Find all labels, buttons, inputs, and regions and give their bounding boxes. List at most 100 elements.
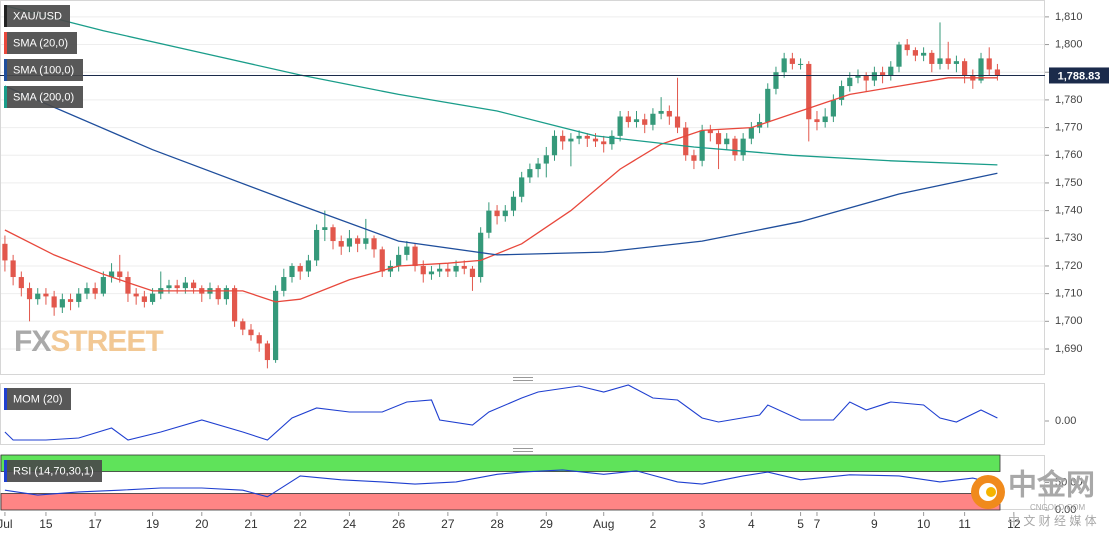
- y-tick-label: 50.00: [1055, 476, 1083, 488]
- candle-body: [592, 138, 599, 142]
- candle-body: [502, 210, 508, 217]
- legend-swatch: [4, 32, 7, 54]
- candle-body: [929, 52, 935, 64]
- candle-body: [133, 293, 139, 297]
- candle-body: [445, 268, 451, 272]
- candle-body: [264, 343, 271, 361]
- candle-body: [699, 130, 705, 161]
- candle-body: [305, 260, 312, 272]
- y-tick-label: 1,700: [1055, 315, 1083, 327]
- candle-body: [190, 282, 197, 289]
- candle-body: [273, 290, 279, 361]
- candle-body: [633, 119, 640, 123]
- candle-body: [543, 155, 549, 164]
- candle-body: [568, 138, 574, 142]
- candle-body: [904, 44, 910, 51]
- x-tick-label: Aug: [593, 517, 614, 531]
- candle-body: [535, 163, 541, 170]
- candle-body: [715, 133, 722, 145]
- candle-body: [478, 232, 484, 278]
- candle-body: [297, 265, 303, 272]
- candle-body: [921, 52, 927, 56]
- candle-body: [314, 229, 320, 261]
- candle-body: [847, 77, 853, 87]
- legend-swatch: [4, 388, 7, 410]
- candle-body: [707, 130, 713, 134]
- line: [4, 77, 998, 303]
- candle-body: [781, 58, 787, 73]
- candle-body: [10, 260, 16, 278]
- x-tick-label: 19: [146, 517, 160, 531]
- candle-body: [945, 58, 951, 64]
- logo-domain: CNGOLD.COM: [1030, 503, 1085, 512]
- y-tick-label: 1,730: [1055, 232, 1083, 244]
- candle-body: [879, 72, 886, 75]
- candle-body: [551, 135, 558, 156]
- candle-body: [100, 277, 106, 294]
- x-tick-label: 17: [88, 517, 102, 531]
- legend-swatch: [4, 86, 7, 108]
- candle-body: [18, 277, 24, 289]
- candle-body: [797, 63, 804, 65]
- candle-body: [724, 138, 730, 145]
- candle-body: [962, 61, 968, 75]
- x-tick-label: 11: [958, 517, 971, 531]
- candle-body: [871, 72, 877, 81]
- candle-body: [789, 58, 795, 64]
- candle-body: [806, 63, 812, 120]
- logo-icon: [986, 487, 996, 497]
- candle-body: [182, 282, 188, 289]
- watermark: FXSTREET: [14, 325, 163, 358]
- candle-body: [625, 116, 631, 123]
- watermark-part: FX: [14, 325, 51, 358]
- candle-body: [67, 299, 74, 302]
- x-tick-label: 3: [699, 517, 706, 531]
- band: [0, 493, 1001, 511]
- candle-body: [486, 210, 492, 233]
- y-tick-label: 1,800: [1055, 38, 1083, 50]
- legend-swatch: [4, 5, 7, 27]
- candle-body: [330, 227, 336, 242]
- candle-body: [912, 50, 919, 56]
- candle-body: [601, 141, 607, 145]
- candle-body: [888, 66, 894, 75]
- y-tick-label: 1,810: [1055, 11, 1083, 23]
- y-tick-label: 1,720: [1055, 260, 1083, 272]
- legend-label: RSI (14,70,30,1): [13, 465, 94, 477]
- candle-body: [26, 288, 33, 300]
- logo: 中金网 CNGOLD.COM 中 文 财 经 媒 体: [971, 468, 1097, 528]
- y-tick-label: 1,690: [1055, 343, 1083, 355]
- x-tick-label: 28: [490, 517, 504, 531]
- candle-body: [108, 271, 115, 278]
- candle-body: [338, 241, 344, 247]
- y-tick-label: 1,740: [1055, 205, 1083, 217]
- x-tick-label: 4: [748, 517, 755, 531]
- candle-body: [346, 238, 353, 247]
- x-tick-label: 12: [1007, 517, 1021, 531]
- candle-body: [838, 86, 845, 100]
- candle-body: [469, 268, 476, 278]
- legend-label: SMA (20,0): [13, 37, 68, 49]
- candle-body: [863, 75, 869, 81]
- candle-body: [617, 116, 623, 136]
- line: [4, 5, 998, 166]
- x-tick-label: 29: [540, 517, 554, 531]
- candle-body: [2, 243, 8, 261]
- candle-body: [174, 285, 180, 289]
- candle-body: [125, 277, 131, 294]
- legend-label: SMA (100,0): [13, 64, 74, 76]
- candle-body: [404, 246, 410, 255]
- legend-box: [4, 86, 83, 108]
- line: [4, 384, 998, 441]
- candle-body: [59, 299, 65, 308]
- x-tick-label: 5: [797, 517, 804, 531]
- candle-body: [35, 293, 41, 300]
- candle-body: [814, 119, 820, 123]
- legend-label: SMA (200,0): [13, 91, 74, 103]
- candle-body: [453, 265, 459, 272]
- x-tick-label: 26: [392, 517, 406, 531]
- candle-body: [732, 138, 738, 156]
- y-tick-label: 1,750: [1055, 177, 1083, 189]
- candle-body: [937, 58, 943, 64]
- candle-body: [223, 288, 229, 300]
